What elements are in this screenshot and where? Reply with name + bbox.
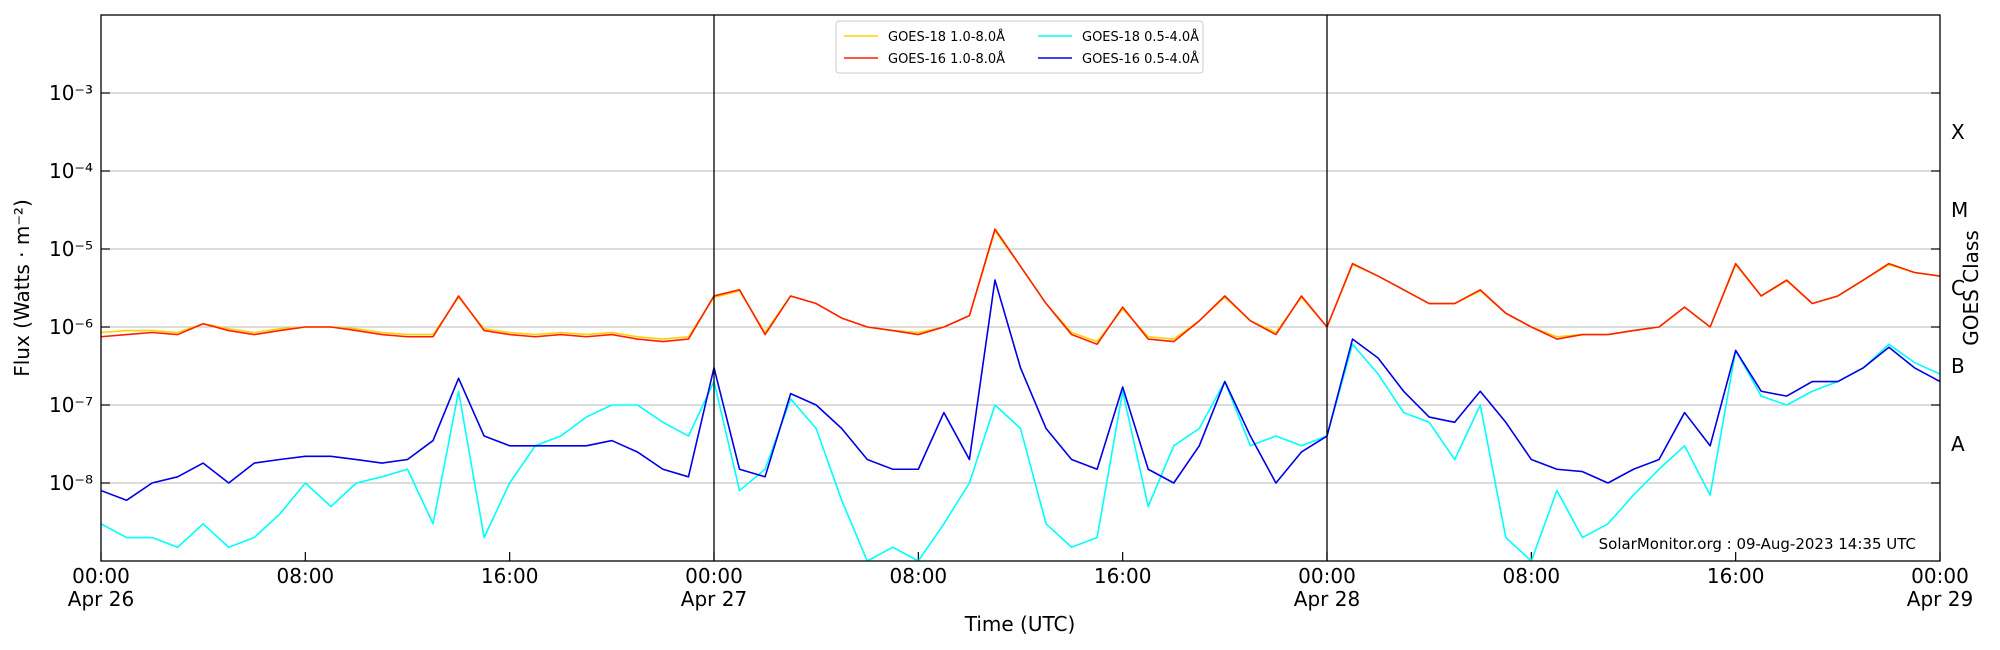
series-line: [101, 343, 1940, 561]
class-label: B: [1951, 354, 1965, 378]
y-tick-label: 10⁻⁶: [49, 315, 93, 339]
class-label: C: [1951, 276, 1965, 300]
series-line: [101, 230, 1940, 343]
class-label: A: [1951, 432, 1965, 456]
x-tick-label: 08:00: [890, 564, 948, 588]
y2-axis-label: GOES Class: [1959, 230, 1983, 346]
legend-label: GOES-18 0.5-4.0Å: [1082, 29, 1199, 45]
x-tick-label: 00:00: [72, 564, 130, 588]
y-tick-label: 10⁻³: [49, 81, 93, 105]
x-tick-label: 08:00: [277, 564, 335, 588]
legend-label: GOES-16 1.0-8.0Å: [888, 51, 1005, 67]
series-line: [101, 228, 1940, 346]
legend-label: GOES-18 1.0-8.0Å: [888, 29, 1005, 45]
legend-label: GOES-16 0.5-4.0Å: [1082, 51, 1199, 67]
x-tick-label: 16:00: [1094, 564, 1152, 588]
annotation: SolarMonitor.org : 09-Aug-2023 14:35 UTC: [1599, 535, 1916, 553]
y-axis-label: Flux (Watts · m⁻²): [10, 199, 34, 377]
x-tick-label: 16:00: [481, 564, 539, 588]
class-label: M: [1951, 198, 1968, 222]
y-tick-label: 10⁻⁵: [49, 237, 93, 261]
x-day-label: Apr 29: [1907, 587, 1973, 611]
plot-area: [101, 228, 1940, 561]
class-label: X: [1951, 120, 1965, 144]
x-tick-label: 08:00: [1503, 564, 1561, 588]
x-axis-label: Time (UTC): [964, 612, 1076, 636]
x-day-label: Apr 28: [1294, 587, 1360, 611]
x-tick-label: 16:00: [1707, 564, 1765, 588]
y-tick-label: 10⁻⁷: [49, 393, 93, 417]
plot-frame: [100, 14, 1941, 562]
y-tick-label: 10⁻⁸: [49, 471, 93, 495]
legend-box: [835, 20, 1204, 74]
x-tick-label: 00:00: [1298, 564, 1356, 588]
series-line: [101, 279, 1940, 502]
x-tick-label: 00:00: [1911, 564, 1969, 588]
y-tick-label: 10⁻⁴: [49, 159, 93, 183]
x-day-label: Apr 27: [681, 587, 747, 611]
x-tick-label: 00:00: [685, 564, 743, 588]
x-day-label: Apr 26: [68, 587, 134, 611]
